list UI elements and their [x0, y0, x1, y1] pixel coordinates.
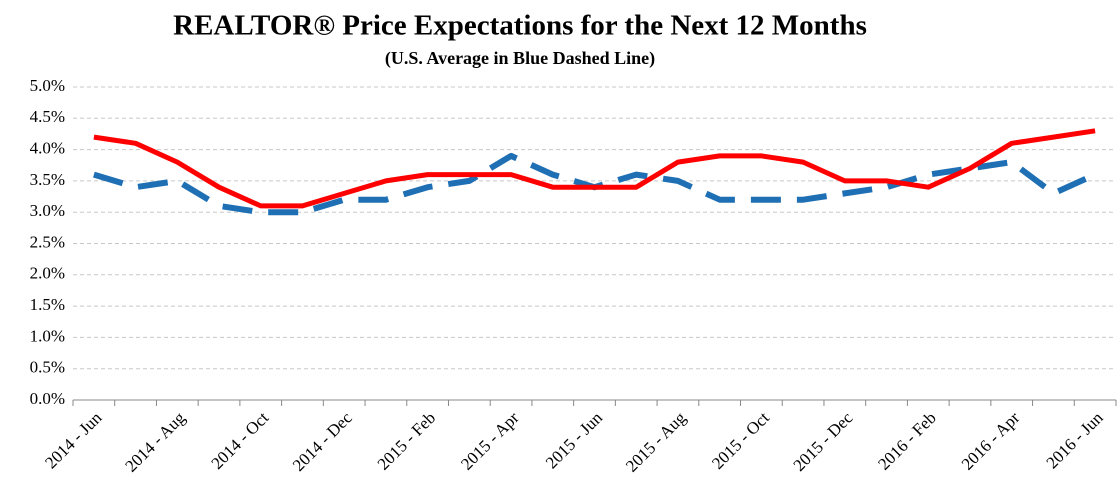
- y-tick-label: 2.5%: [30, 232, 65, 251]
- x-tick-label: 2015 - Feb: [374, 408, 440, 474]
- x-tick-label: 2014 - Jun: [41, 408, 106, 473]
- y-tick-label: 3.5%: [30, 170, 65, 189]
- y-tick-label: 3.0%: [30, 201, 65, 220]
- y-tick-label: 1.0%: [30, 326, 65, 345]
- y-tick-label: 1.5%: [30, 295, 65, 314]
- x-tick-label: 2015 - Apr: [457, 408, 523, 474]
- x-tick-label: 2015 - Oct: [708, 408, 773, 473]
- x-tick-label: 2015 - Aug: [622, 408, 690, 476]
- y-tick-label: 4.5%: [30, 107, 65, 126]
- chart-title: REALTOR® Price Expectations for the Next…: [173, 10, 867, 42]
- x-tick-label: 2015 - Dec: [790, 408, 857, 475]
- x-tick-label: 2016 - Jun: [1043, 408, 1108, 473]
- y-tick-label: 2.0%: [30, 264, 65, 283]
- y-tick-label: 5.0%: [30, 76, 65, 95]
- x-tick-label: 2014 - Dec: [289, 408, 356, 475]
- chart-subtitle: (U.S. Average in Blue Dashed Line): [385, 48, 655, 69]
- y-tick-label: 4.0%: [30, 139, 65, 158]
- x-tick-label: 2016 - Feb: [874, 408, 940, 474]
- series-line: [93, 152, 1097, 216]
- y-tick-label: 0.5%: [30, 358, 65, 377]
- y-tick-label: 0.0%: [30, 389, 65, 408]
- x-tick-label: 2014 - Aug: [121, 408, 189, 476]
- x-tick-label: 2014 - Oct: [207, 408, 272, 473]
- x-tick-label: 2015 - Jun: [542, 408, 607, 473]
- series-line: [93, 128, 1096, 209]
- x-tick-label: 2016 - Apr: [958, 408, 1024, 474]
